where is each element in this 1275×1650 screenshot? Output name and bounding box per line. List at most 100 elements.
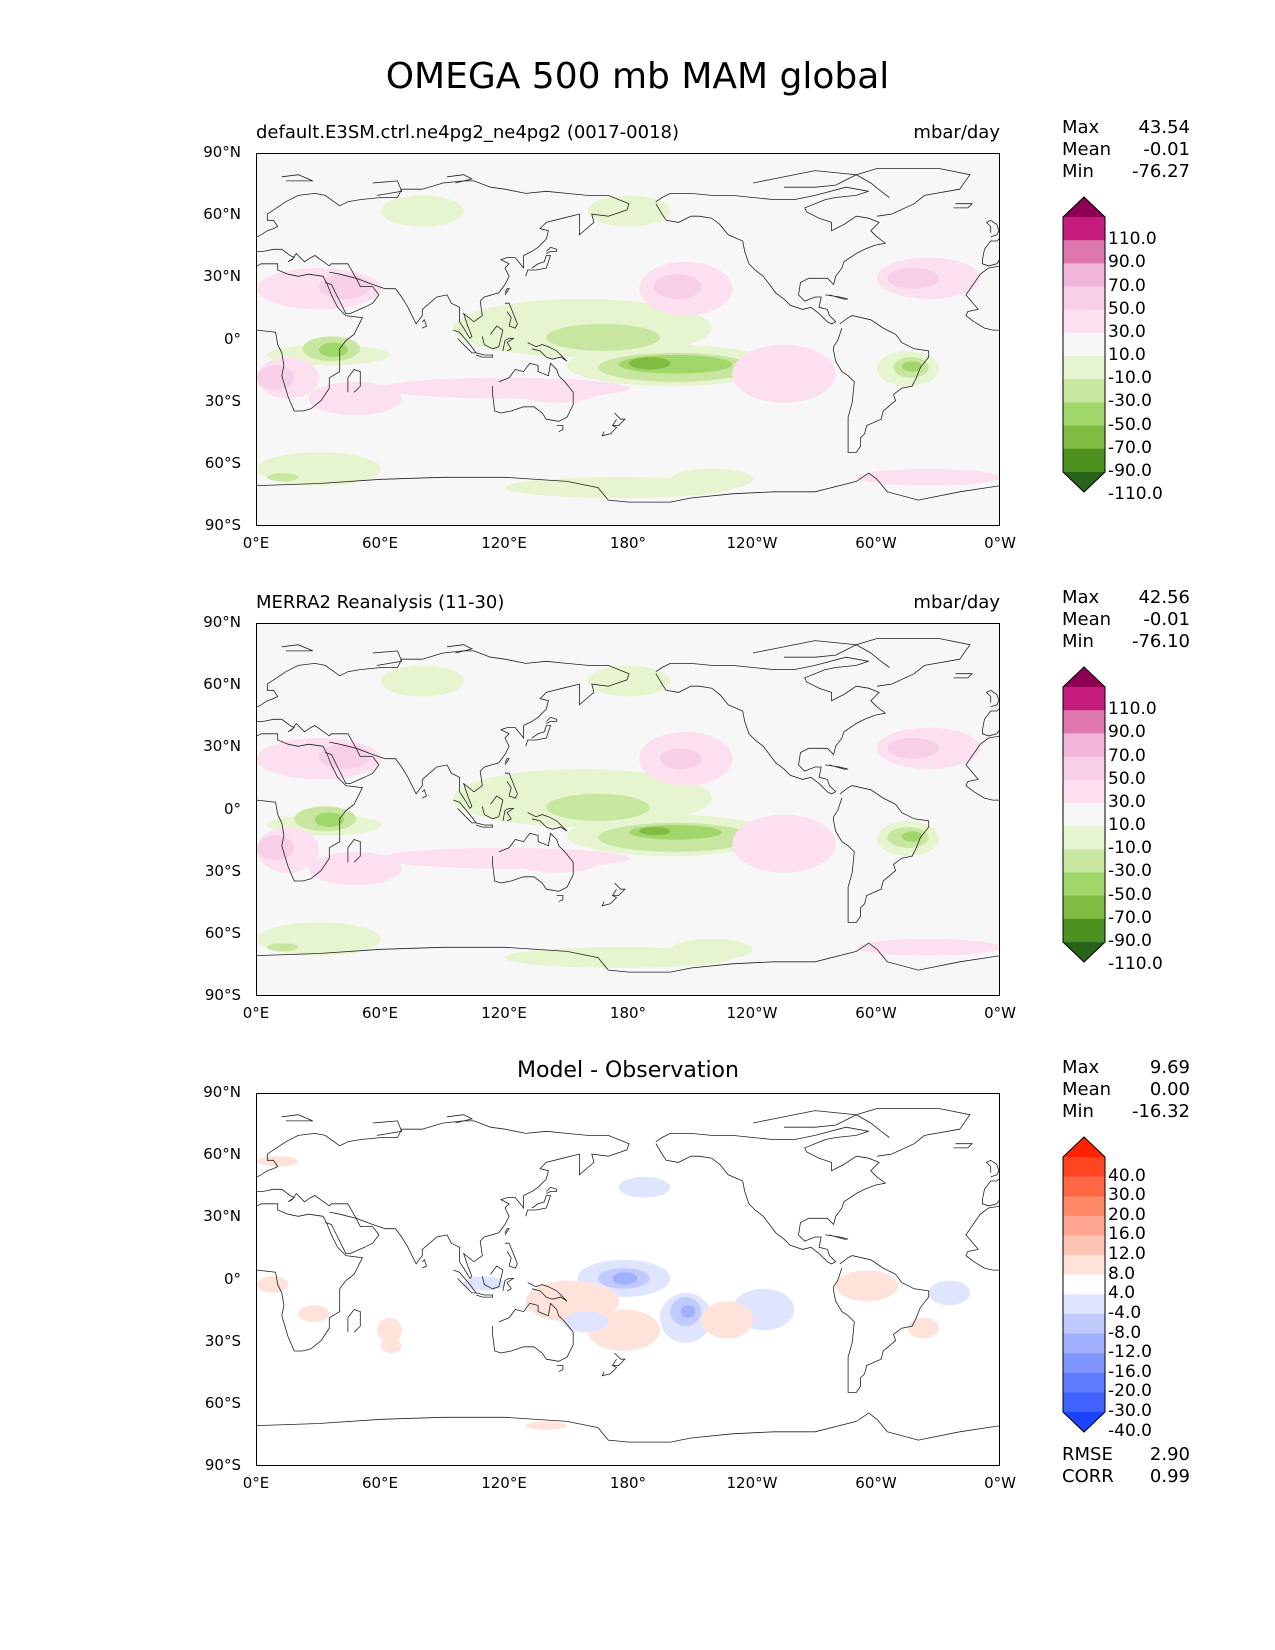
- field-region: [308, 851, 402, 886]
- coastline: [655, 656, 887, 795]
- lon-tick-label: 0°E: [242, 1004, 270, 1022]
- coastline: [982, 708, 999, 737]
- colorbar-tick-label: 16.0: [1108, 1224, 1146, 1245]
- colorbar-segment: [1063, 756, 1105, 781]
- colorbar-extend-top: [1063, 667, 1105, 687]
- colorbar-segment: [1063, 1196, 1105, 1217]
- coastline: [502, 1277, 515, 1292]
- field-region: [257, 1156, 299, 1167]
- lon-tick-label: 0°W: [984, 1474, 1016, 1492]
- colorbar-tick-label: 90.0: [1108, 252, 1146, 273]
- colorbar-segment: [1063, 1215, 1105, 1236]
- coastline: [505, 302, 518, 329]
- coastline: [546, 1186, 558, 1194]
- colorbar-tick-label: -40.0: [1108, 1420, 1152, 1441]
- colorbar-tick-label: -30.0: [1108, 391, 1152, 412]
- coastline: [527, 812, 568, 832]
- colorbar-segment: [1063, 309, 1105, 334]
- field-region: [308, 381, 402, 416]
- coastline: [502, 337, 515, 352]
- coastline: [825, 1234, 849, 1240]
- stat-label: Min: [1062, 161, 1094, 182]
- coastline: [422, 789, 427, 799]
- lat-tick-label: 30°N: [203, 1207, 241, 1226]
- colorbar-tick-label: 12.0: [1108, 1244, 1146, 1265]
- stat-label: Mean: [1062, 609, 1112, 630]
- colorbar-segment: [1063, 379, 1105, 403]
- colorbar-tick-label: 70.0: [1108, 745, 1146, 766]
- field-region: [381, 665, 464, 697]
- coastline: [281, 174, 313, 182]
- map-canvas: [257, 624, 999, 995]
- colorbar-segment: [1063, 332, 1105, 357]
- colorbar-segment: [1063, 826, 1105, 850]
- coastline: [833, 315, 930, 453]
- lon-tick-label: 60°E: [361, 534, 399, 552]
- field-region: [901, 831, 923, 842]
- field-region: [680, 1305, 696, 1318]
- stat-value: 2.90: [1149, 1444, 1190, 1465]
- field-region: [587, 195, 671, 227]
- coastline: [752, 640, 858, 658]
- lon-tick-label: 180°: [609, 1474, 647, 1492]
- colorbar-tick-label: -50.0: [1108, 884, 1152, 905]
- coastline: [855, 638, 971, 687]
- field-region: [319, 342, 348, 358]
- field-region: [515, 851, 598, 873]
- stat-value: -76.27: [1131, 161, 1190, 182]
- coastline: [492, 362, 574, 422]
- stat-row: Max 43.54: [1062, 117, 1190, 139]
- colorbar-segment: [1063, 849, 1105, 873]
- colorbar-tick-label: 8.0: [1108, 1263, 1136, 1284]
- stat-value: -0.01: [1143, 139, 1190, 160]
- lon-tick-label: 60°E: [361, 1004, 399, 1022]
- lat-tick-label: 60°S: [204, 453, 241, 472]
- colorbar-tick-label: 30.0: [1108, 791, 1146, 812]
- field-region: [567, 477, 671, 486]
- lon-tick-label: 0°W: [984, 1004, 1016, 1022]
- coastline: [447, 174, 474, 184]
- coastline: [525, 1195, 552, 1217]
- lat-tick-label: 30°N: [203, 267, 241, 286]
- coastline: [475, 822, 494, 828]
- field-region: [901, 361, 923, 372]
- lat-tick-label: 60°N: [203, 1145, 241, 1164]
- colorbar-tick-label: 10.0: [1108, 815, 1146, 836]
- coastline: [601, 895, 618, 907]
- field-region: [562, 1311, 609, 1333]
- coastline: [347, 839, 361, 863]
- colorbar-tick-label: 20.0: [1108, 1204, 1146, 1225]
- colorbar-tick-label: 50.0: [1108, 768, 1146, 789]
- stat-label: Max: [1062, 1057, 1100, 1078]
- lat-tick-label: 0°: [223, 329, 241, 348]
- field-region: [525, 1421, 567, 1430]
- stat-value: 43.54: [1138, 117, 1190, 138]
- coastline: [481, 325, 504, 350]
- coastline: [475, 352, 494, 358]
- coastline: [502, 807, 515, 822]
- colorbar-tick-label: -4.0: [1108, 1302, 1142, 1323]
- field-region: [314, 812, 344, 828]
- lat-tick-label: 30°S: [204, 861, 241, 880]
- stat-label: RMSE: [1062, 1444, 1113, 1465]
- colorbar-tick-label: -12.0: [1108, 1342, 1152, 1363]
- panel-title-left: MERRA2 Reanalysis (11-30): [256, 592, 505, 613]
- stat-value: 42.56: [1138, 587, 1190, 608]
- coastline: [833, 785, 930, 923]
- map-diff: [256, 1093, 1000, 1466]
- colorbar-tick-label: -20.0: [1108, 1381, 1152, 1402]
- coastline: [525, 255, 552, 277]
- colorbar-segment: [1063, 1392, 1105, 1413]
- lat-tick-label: 60°N: [203, 675, 241, 694]
- colorbar-tick-label: 110.0: [1108, 699, 1157, 720]
- field-region: [887, 737, 939, 759]
- colorbar-tick-label: -70.0: [1108, 437, 1152, 458]
- lon-tick-label: 120°W: [726, 1004, 778, 1022]
- lon-tick-label: 120°E: [481, 1004, 527, 1022]
- coastline: [281, 644, 313, 652]
- colorbar-tick-label: 50.0: [1108, 298, 1146, 319]
- coastline: [422, 1259, 427, 1269]
- field-region: [653, 274, 702, 299]
- lon-tick-label: 0°E: [242, 534, 270, 552]
- coastline: [985, 219, 999, 238]
